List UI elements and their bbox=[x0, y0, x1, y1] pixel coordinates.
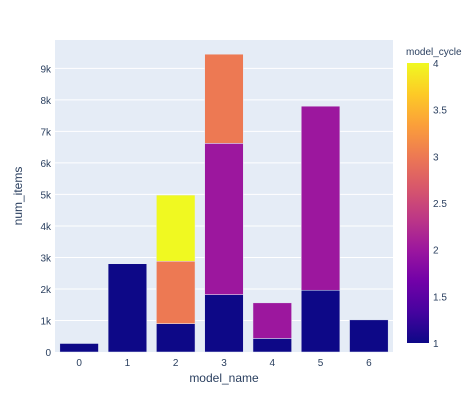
bar-segment bbox=[156, 260, 196, 324]
colorbar-tick-label: 1.5 bbox=[433, 292, 447, 303]
y-tick-label: 9k bbox=[40, 64, 52, 75]
y-tick-label: 1k bbox=[40, 316, 52, 327]
x-tick-label: 4 bbox=[270, 358, 276, 369]
y-tick-label: 5k bbox=[40, 190, 52, 201]
colorbar-title: model_cycle bbox=[406, 47, 462, 58]
x-tick-label: 6 bbox=[366, 358, 372, 369]
bar-segment bbox=[107, 263, 147, 353]
y-tick-label: 3k bbox=[40, 253, 52, 264]
colorbar-tick-label: 4 bbox=[433, 59, 439, 70]
y-tick-label: 7k bbox=[40, 127, 52, 138]
x-axis-title: model_name bbox=[189, 371, 259, 385]
bar-segment bbox=[252, 302, 292, 339]
y-tick-label: 6k bbox=[40, 159, 52, 170]
bar-segment bbox=[301, 289, 341, 353]
colorbar-tick-label: 3 bbox=[433, 152, 439, 163]
y-axis-title: num_items bbox=[11, 167, 25, 226]
x-axis-ticks: 0 1 2 3 4 5 6 bbox=[76, 358, 372, 369]
colorbar: model_cycle 1 1.5 2 2.5 3 3.5 4 bbox=[406, 47, 462, 350]
x-tick-label: 5 bbox=[318, 358, 324, 369]
colorbar-tick-label: 3.5 bbox=[433, 106, 447, 117]
x-tick-label: 2 bbox=[173, 358, 179, 369]
bar-segment bbox=[156, 323, 196, 353]
y-axis-ticks: 0 1k 2k 3k 4k 5k 6k 7k 8k 9k bbox=[40, 64, 52, 359]
bar-segment bbox=[204, 143, 244, 295]
bar-segment bbox=[301, 105, 341, 291]
y-tick-label: 8k bbox=[40, 96, 52, 107]
y-tick-label: 0 bbox=[45, 348, 51, 359]
y-tick-label: 2k bbox=[40, 285, 52, 296]
colorbar-tick-label: 2.5 bbox=[433, 199, 447, 210]
x-tick-label: 3 bbox=[221, 358, 227, 369]
y-tick-label: 4k bbox=[40, 222, 52, 233]
bar-segment bbox=[204, 53, 244, 144]
colorbar-ticks: 1 1.5 2 2.5 3 3.5 4 bbox=[433, 59, 447, 350]
x-tick-label: 1 bbox=[125, 358, 131, 369]
colorbar-tick-label: 1 bbox=[433, 339, 439, 350]
bar-segment bbox=[349, 319, 389, 353]
bar-segment bbox=[59, 343, 99, 353]
bar-segment bbox=[252, 338, 292, 353]
colorbar-gradient bbox=[407, 63, 429, 343]
bar-segment bbox=[156, 194, 196, 262]
colorbar-tick-label: 2 bbox=[433, 246, 439, 257]
bar-segment bbox=[204, 294, 244, 353]
bars bbox=[59, 53, 389, 353]
x-tick-label: 0 bbox=[76, 358, 82, 369]
